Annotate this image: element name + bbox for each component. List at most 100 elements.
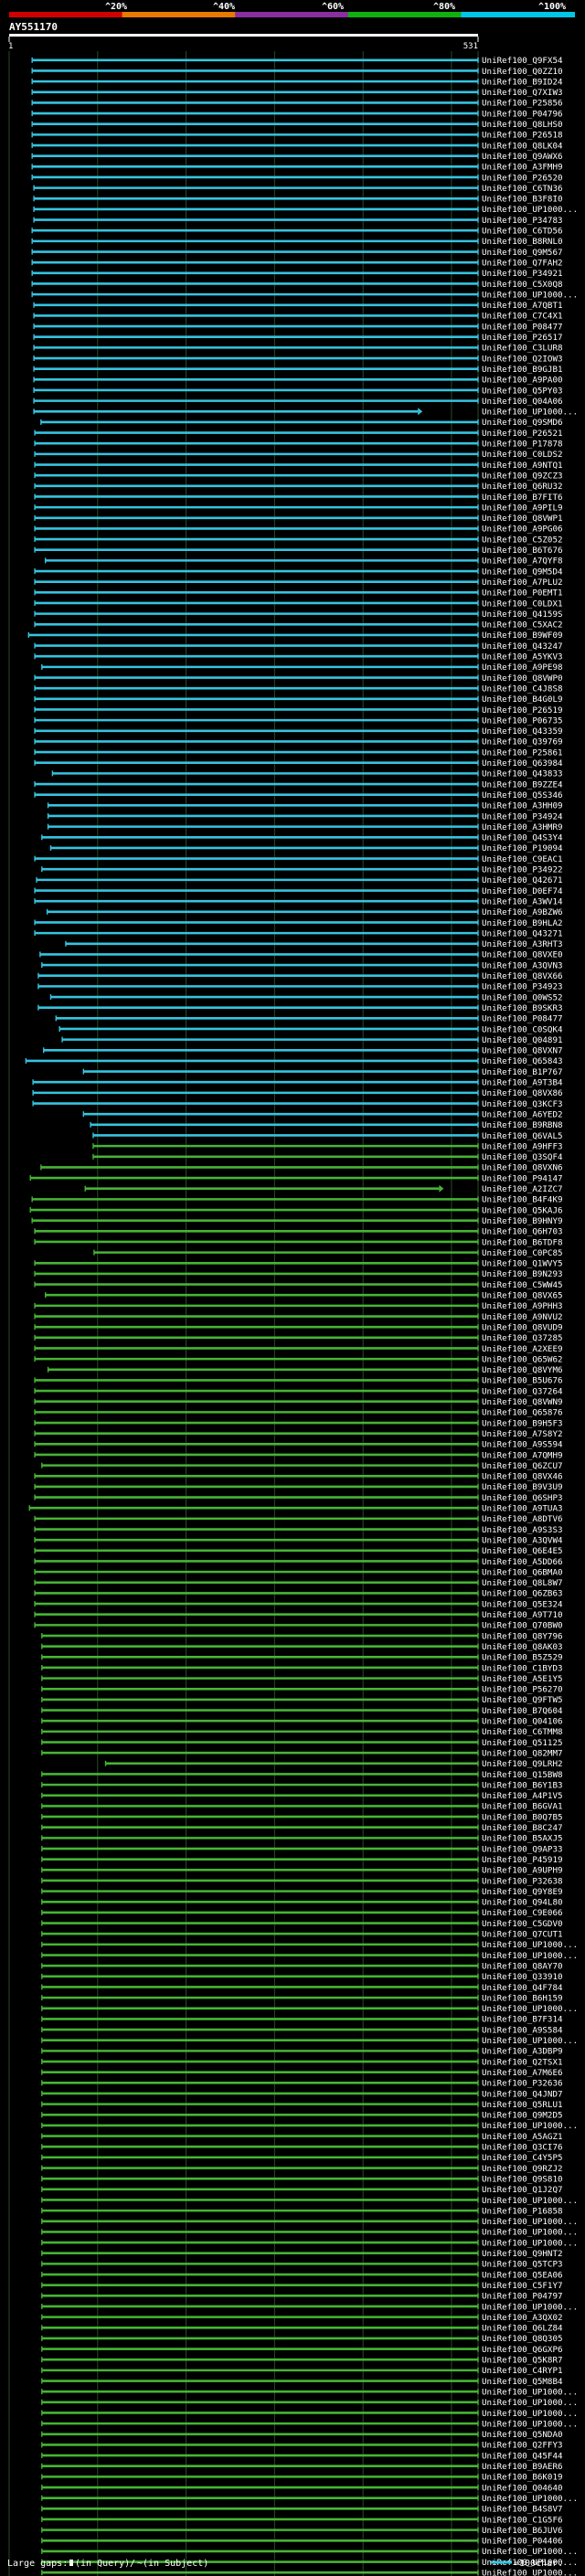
legend-in-subject: ~(in Subject)	[137, 2559, 208, 2569]
hit-label: UniRef100_A3RHT3	[482, 939, 563, 949]
hit-label: UniRef100_Q8VWP0	[482, 673, 563, 684]
hit-label: UniRef100_A9PG06	[482, 525, 563, 535]
hit-label: UniRef100_Q33910	[482, 1972, 563, 1982]
hit-label: UniRef100_P08477	[482, 322, 563, 332]
hit-end-arrow	[418, 408, 423, 416]
hit-label: UniRef100_Q0WS52	[482, 992, 563, 1002]
hit-label: UniRef100_B6GVA1	[482, 1802, 563, 1812]
hit-label: UniRef100_P08477	[482, 1014, 563, 1024]
hit-label: UniRef100_C7C4X1	[482, 312, 563, 322]
hit-label: UniRef100_UP1000...	[482, 2419, 578, 2429]
hit-label: UniRef100_Q7FAH2	[482, 258, 563, 268]
hit-label: UniRef100_B9RBN8	[482, 1120, 563, 1130]
hit-label: UniRef100_UP1000...	[482, 1940, 578, 1950]
hit-label: UniRef100_C9E066	[482, 1908, 563, 1918]
hit-label: UniRef100_P26518	[482, 131, 563, 141]
hit-label: UniRef100_P32638	[482, 1876, 563, 1886]
hit-label: UniRef100_A2XEE9	[482, 1344, 563, 1354]
hit-label: UniRef100_Q9Y8E9	[482, 1887, 563, 1897]
hit-label: UniRef100_B6T676	[482, 546, 563, 556]
hit-label: UniRef100_B9H5F3	[482, 1418, 563, 1428]
scale-segment	[347, 12, 463, 17]
hit-label: UniRef100_A7PLU2	[482, 578, 563, 588]
hit-label: UniRef100_A3WV14	[482, 896, 563, 906]
hit-label: UniRef100_Q2IOW3	[482, 354, 563, 364]
hit-label: UniRef100_Q8VXN6	[482, 1163, 563, 1173]
hit-label: UniRef100_C5WW45	[482, 1280, 563, 1290]
hit-label: UniRef100_B6K019	[482, 2473, 563, 2483]
hit-label: UniRef100_B8C247	[482, 1823, 563, 1833]
hit-label: UniRef100_UP1000...	[482, 2036, 578, 2046]
hit-label: UniRef100_A7M6E6	[482, 2068, 563, 2078]
hit-label: UniRef100_B3F8I0	[482, 195, 563, 205]
hit-label: UniRef100_B9SKR3	[482, 1003, 563, 1013]
hit-label: UniRef100_C6TD56	[482, 227, 563, 237]
hit-label: UniRef100_Q3CI76	[482, 2143, 563, 2153]
hit-label: UniRef100_C6TN36	[482, 184, 563, 194]
hit-label: UniRef100_C0SQK4	[482, 1024, 563, 1034]
hit-label: UniRef100_Q43271	[482, 928, 563, 938]
hit-label: UniRef100_P26521	[482, 429, 563, 439]
hit-label: UniRef100_B0Q7B5	[482, 1812, 563, 1822]
hit-label: UniRef100_Q0ZZ10	[482, 67, 563, 77]
hit-label: UniRef100_Q8Q305	[482, 2334, 563, 2344]
hit-label: UniRef100_Q04A06	[482, 397, 563, 407]
hit-label: UniRef100_Q15BW8	[482, 1770, 563, 1780]
hit-label: UniRef100_Q4159S	[482, 610, 563, 620]
hit-label: UniRef100_A9S594	[482, 1440, 563, 1450]
hit-label: UniRef100_UP1000...	[482, 2494, 578, 2504]
hit-label: UniRef100_Q8Y796	[482, 1631, 563, 1641]
hit-label: UniRef100_Q8VUD9	[482, 1322, 563, 1332]
hit-label: UniRef100_UP1000...	[482, 408, 578, 418]
hit-label: UniRef100_Q5NDA0	[482, 2430, 563, 2440]
hit-label: UniRef100_Q9FX54	[482, 56, 563, 66]
hit-label: UniRef100_Q9SMD6	[482, 418, 563, 428]
hit-label: UniRef100_Q5PY03	[482, 386, 563, 396]
hit-label: UniRef100_Q5E324	[482, 1599, 563, 1609]
hit-label: UniRef100_B1P767	[482, 1067, 563, 1077]
ruler-end-label: 531	[463, 42, 478, 51]
hit-label: UniRef100_B6Y1B3	[482, 1780, 563, 1790]
hit-label: UniRef100_Q6BMA0	[482, 1567, 563, 1577]
hit-label: UniRef100_A6YED2	[482, 1109, 563, 1119]
hit-label: UniRef100_Q7XIW3	[482, 88, 563, 98]
hit-label: UniRef100_A4P1V5	[482, 1791, 563, 1801]
hit-label: UniRef100_Q04891	[482, 1035, 563, 1045]
query-ruler	[9, 34, 478, 37]
hit-label: UniRef100_P16858	[482, 2206, 563, 2216]
hit-label: UniRef100_A5DD66	[482, 1557, 563, 1567]
hit-label: UniRef100_P25856	[482, 99, 563, 109]
hit-label: UniRef100_P0EMT1	[482, 588, 563, 599]
hit-label: UniRef100_Q82MM7	[482, 1748, 563, 1758]
hit-label: UniRef100_A9S3S3	[482, 1525, 563, 1535]
hit-label: UniRef100_P26517	[482, 333, 563, 343]
scale-segment	[461, 12, 575, 17]
scale-tick-label: ^40%	[213, 2, 235, 12]
legend-scale-text: =100char.	[514, 2559, 563, 2569]
hit-label: UniRef100_A7QMH9	[482, 1450, 563, 1460]
chart-title: AY551170	[9, 21, 58, 33]
hit-label: UniRef100_Q45F44	[482, 2451, 563, 2461]
legend-large-gaps: Large gaps:	[7, 2559, 68, 2569]
hit-label: UniRef100_Q6ZCU7	[482, 1461, 563, 1471]
hit-label: UniRef100_B9N293	[482, 1269, 563, 1279]
hit-label: UniRef100_A9PA00	[482, 376, 563, 386]
hit-label: UniRef100_Q9M2D5	[482, 2111, 563, 2121]
hit-label: UniRef100_A5AGZ1	[482, 2132, 563, 2142]
hit-label: UniRef100_P06735	[482, 716, 563, 726]
hit-label: UniRef100_P26519	[482, 705, 563, 716]
hit-label: UniRef100_B9ZZE4	[482, 779, 563, 790]
hit-label: UniRef100_B9ID24	[482, 77, 563, 87]
hit-label: UniRef100_Q8AK03	[482, 1642, 563, 1652]
legend-slash: /	[130, 2559, 135, 2569]
scale-segment	[235, 12, 349, 17]
hit-label: UniRef100_A3DBP9	[482, 2047, 563, 2057]
legend-query-gap-mark	[69, 2560, 73, 2566]
hit-label: UniRef100_A9NTQ1	[482, 461, 563, 471]
hit-label: UniRef100_UP1000...	[482, 2409, 578, 2419]
hit-label: UniRef100_UP1000...	[482, 2547, 578, 2557]
hit-label: UniRef100_UP1000...	[482, 2569, 578, 2576]
hit-label: UniRef100_Q6E4E5	[482, 1546, 563, 1556]
hit-label: UniRef100_UP1000...	[482, 2238, 578, 2248]
